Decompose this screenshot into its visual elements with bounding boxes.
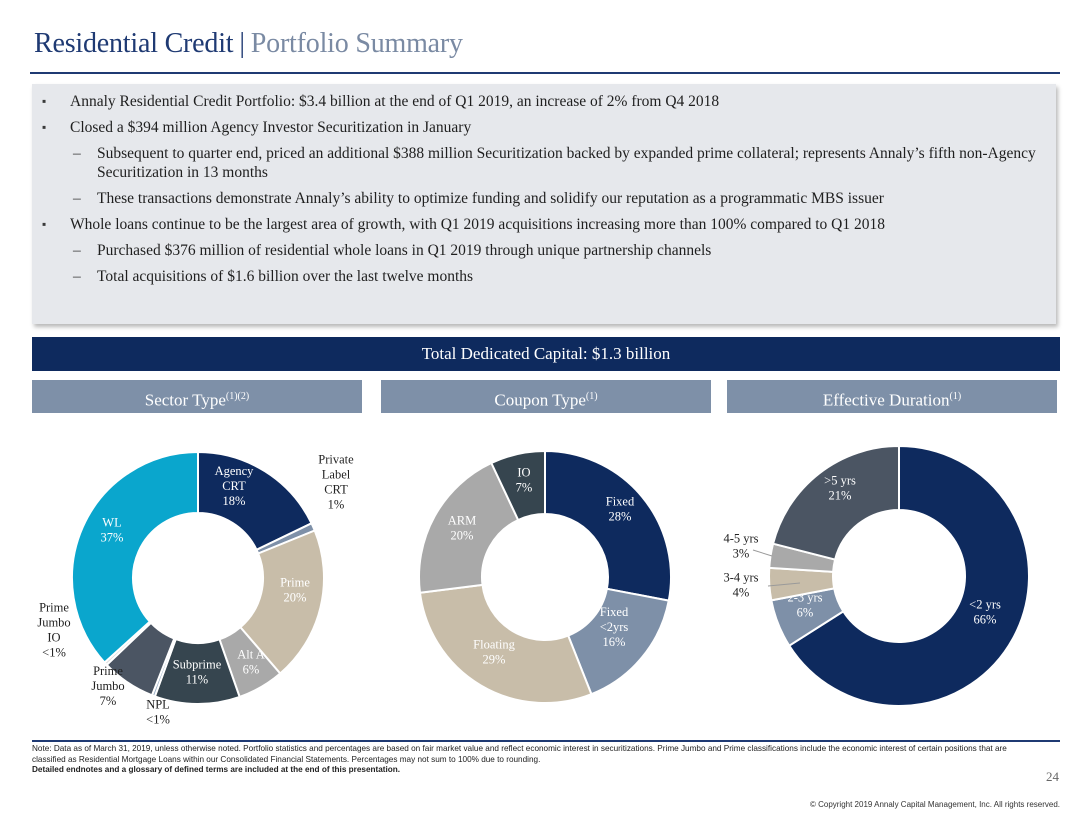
- leader-line: [752, 549, 773, 557]
- leader-line: [767, 582, 801, 587]
- slice-label: NPL <1%: [146, 698, 170, 727]
- donut-2: <2 yrs 66%2-3 yrs 6%3-4 yrs 4%4-5 yrs 3%>5 y…: [723, 444, 1030, 707]
- coupon-type-sup: (1): [585, 391, 598, 402]
- footnote-text: Note: Data as of March 31, 2019, unless …: [32, 744, 1007, 764]
- slice-floating: [418, 583, 593, 704]
- slice-arm: [418, 461, 520, 594]
- coupon-type-label: Coupon Type: [494, 390, 586, 410]
- donut-1: Fixed 28% Fixed <2yrs 16% Floating 29% ARM 20% IO…: [418, 449, 672, 704]
- slice-wl: [71, 450, 199, 664]
- bullet-item: Whole loans continue to be the largest a…: [32, 215, 1056, 234]
- title-separator: |: [239, 28, 245, 59]
- slice-label: <2 yrs 66%: [969, 598, 1001, 627]
- slice-label: ARM 20%: [448, 514, 476, 543]
- slice-label: Prime 20%: [280, 576, 310, 605]
- slice--5-yrs: [771, 444, 900, 561]
- copyright: © Copyright 2019 Annaly Capital Manageme…: [809, 800, 1060, 809]
- total-capital-band: Total Dedicated Capital: $1.3 billion: [32, 337, 1060, 371]
- slice-label: Prime Jumbo IO <1%: [37, 601, 70, 660]
- sector-type-sup: (1)(2): [225, 391, 250, 402]
- page-title: Residential Credit | Portfolio Summary: [34, 28, 463, 60]
- page-number: 24: [1046, 769, 1059, 784]
- slice-label: Fixed <2yrs 16%: [600, 605, 629, 649]
- slice-label: Prime Jumbo 7%: [91, 664, 124, 708]
- donut-0: Agency CRT 18% Private Label CRT 1% Prime 20% Alt…: [37, 450, 354, 727]
- note-rule: [32, 740, 1060, 742]
- slice-label: WL 37%: [101, 516, 124, 545]
- sub-bullet-item: Total acquisitions of $1.6 billion over …: [32, 267, 1056, 286]
- slice-fixed: [544, 449, 672, 602]
- bullet-item: Annaly Residential Credit Portfolio: $3.…: [32, 92, 1056, 111]
- title-rule: [30, 72, 1060, 74]
- slice-agency-crt: [197, 450, 313, 552]
- sector-type-label: Sector Type: [144, 390, 226, 410]
- slice-label: Fixed 28%: [606, 495, 635, 524]
- summary-box: Annaly Residential Credit Portfolio: $3.…: [32, 84, 1056, 324]
- title-main: Residential Credit: [34, 28, 234, 59]
- slice--2-yrs: [787, 444, 1030, 707]
- slice-label: 4-5 yrs 3%: [723, 532, 758, 561]
- sub-bullet-item: Purchased $376 million of residential wh…: [32, 241, 1056, 260]
- title-sub: Portfolio Summary: [250, 28, 463, 59]
- footnote: Note: Data as of March 31, 2019, unless …: [32, 744, 1032, 776]
- slice-label: 3-4 yrs 4%: [723, 571, 758, 600]
- effective-duration-sup: (1): [949, 391, 962, 402]
- sub-bullet-item: These transactions demonstrate Annaly’s …: [32, 189, 1056, 208]
- slice-label: Floating 29%: [473, 638, 515, 667]
- slice-io: [490, 449, 546, 522]
- coupon-type-header: Coupon Type(1): [381, 380, 711, 413]
- effective-duration-label: Effective Duration: [822, 390, 950, 410]
- slice-label: IO 7%: [516, 466, 533, 495]
- sub-bullet-item: Subsequent to quarter end, priced an add…: [32, 144, 1056, 182]
- slice-label: Alt A 6%: [237, 648, 264, 677]
- effective-duration-header: Effective Duration(1): [727, 380, 1057, 413]
- summary-bullets: Annaly Residential Credit Portfolio: $3.…: [32, 92, 1056, 293]
- sector-type-header: Sector Type(1)(2): [32, 380, 362, 413]
- slice-label: >5 yrs 21%: [824, 474, 856, 503]
- bullet-item: Closed a $394 million Agency Investor Se…: [32, 118, 1056, 137]
- slice-label: Private Label CRT 1%: [318, 453, 354, 512]
- slice-label: Agency CRT 18%: [215, 464, 255, 508]
- footnote-bold: Detailed endnotes and a glossary of defi…: [32, 765, 401, 774]
- slice-label: Subprime 11%: [173, 658, 222, 687]
